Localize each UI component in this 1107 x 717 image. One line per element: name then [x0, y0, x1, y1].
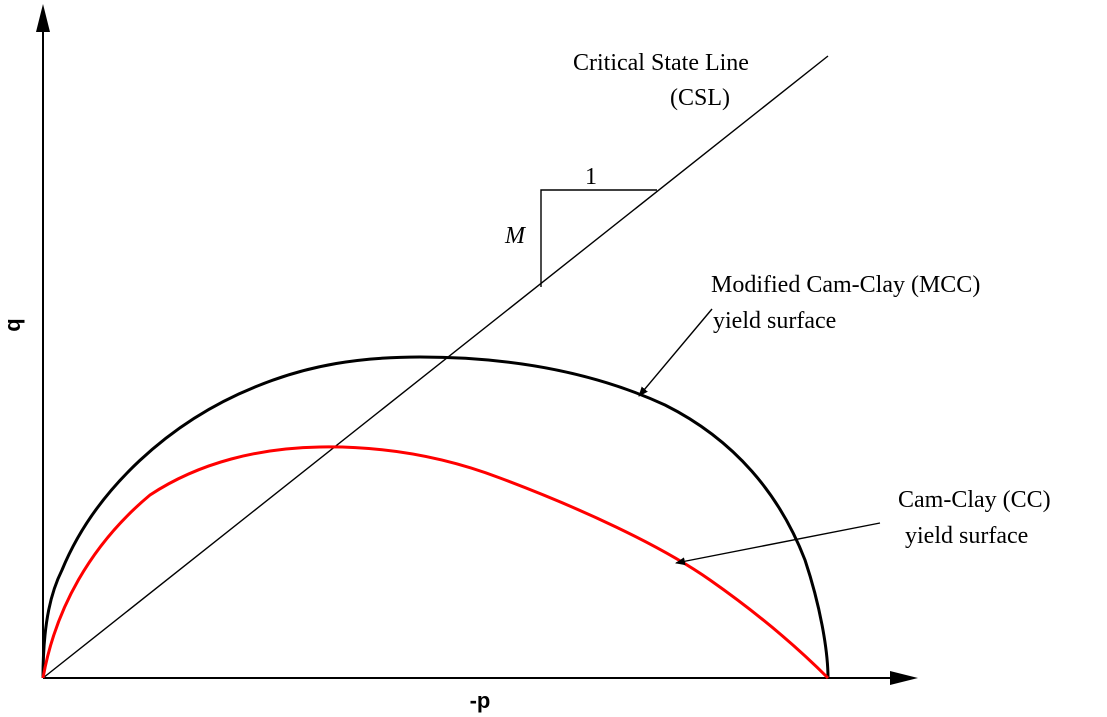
critical-state-line [42, 55, 829, 679]
mcc-label-line2: yield surface [713, 308, 836, 334]
slope-rise-label: M [504, 223, 527, 249]
csl-title: Critical State Line [573, 50, 749, 76]
slope-run-label: 1 [585, 164, 597, 190]
slope-triangle [540, 189, 657, 287]
mcc-label-line1: Modified Cam-Clay (MCC) [711, 272, 980, 298]
y-axis-arrowhead [36, 4, 50, 32]
x-axis-arrowhead [890, 671, 918, 685]
cc-label-line1: Cam-Clay (CC) [898, 487, 1051, 513]
csl-abbrev: (CSL) [670, 85, 730, 111]
mcc-yield-surface-curve [41, 355, 830, 679]
cc-yield-surface-curve [41, 445, 830, 680]
cc-pointer-arrow [675, 522, 881, 566]
y-axis-label: q [0, 318, 25, 331]
x-axis-label: -p [470, 688, 491, 713]
mcc-pointer-arrow [638, 308, 713, 397]
cc-label-line2: yield surface [905, 523, 1028, 549]
